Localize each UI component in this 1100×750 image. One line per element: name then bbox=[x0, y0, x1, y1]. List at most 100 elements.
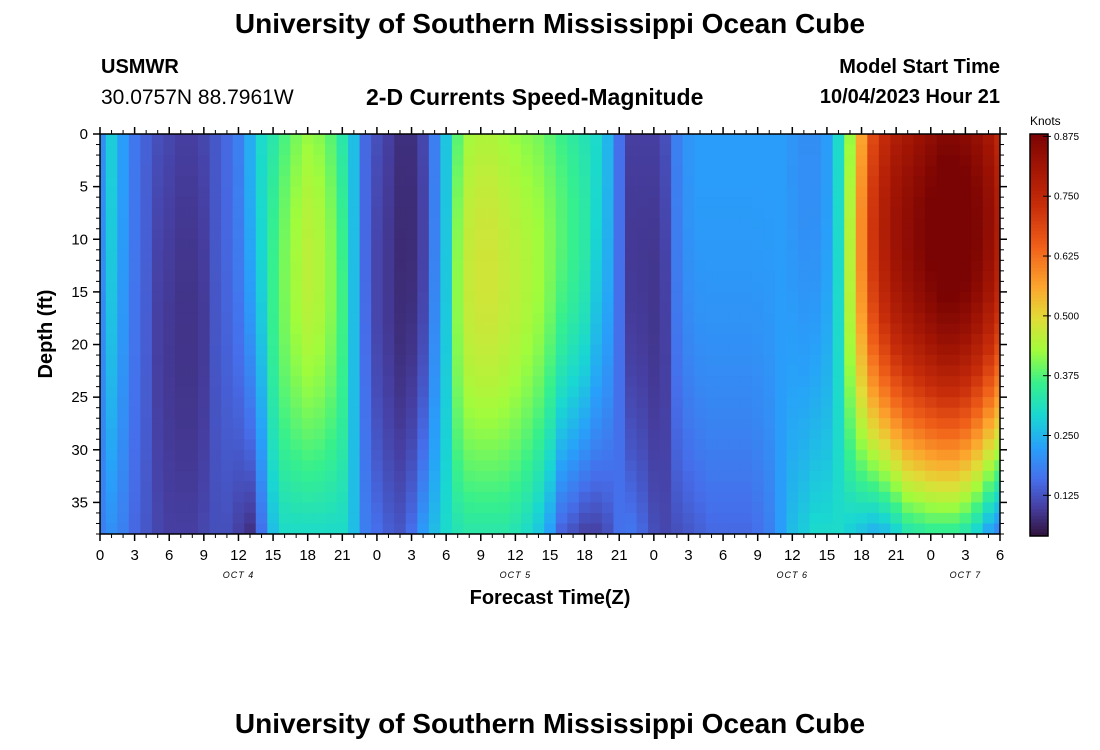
heatmap-cell bbox=[694, 218, 707, 230]
heatmap-cell bbox=[971, 197, 984, 209]
heatmap-cell bbox=[901, 376, 914, 388]
colorbar-segment bbox=[1030, 261, 1048, 266]
colorbar-segment bbox=[1030, 398, 1048, 403]
heatmap-cell bbox=[544, 312, 557, 324]
heatmap-cell bbox=[798, 281, 811, 293]
heatmap-cell bbox=[509, 397, 522, 409]
heatmap-cell bbox=[428, 512, 441, 524]
heatmap-cell bbox=[128, 155, 141, 166]
colorbar-segment bbox=[1030, 311, 1048, 316]
colorbar-segment bbox=[1030, 512, 1048, 517]
heatmap-cell bbox=[463, 523, 476, 535]
heatmap-cell bbox=[705, 397, 718, 409]
colorbar-segment bbox=[1030, 408, 1048, 413]
colorbar-segment bbox=[1030, 405, 1048, 410]
heatmap-cell bbox=[844, 312, 857, 324]
station-id: USMWR bbox=[101, 56, 179, 78]
heatmap-cell bbox=[786, 260, 799, 272]
colorbar-tick-label: 0.750 bbox=[1054, 192, 1079, 203]
heatmap-cell bbox=[601, 207, 614, 219]
heatmap-cell bbox=[717, 376, 730, 388]
heatmap-cell bbox=[682, 491, 695, 503]
heatmap-cell bbox=[117, 386, 130, 398]
heatmap-cell bbox=[221, 165, 234, 177]
heatmap-cell bbox=[763, 470, 776, 482]
heatmap-cell bbox=[151, 365, 164, 377]
heatmap-cell bbox=[532, 197, 545, 209]
heatmap-cell bbox=[613, 418, 626, 430]
colorbar-segment bbox=[1030, 271, 1048, 276]
heatmap-cell bbox=[901, 502, 914, 514]
heatmap-cell bbox=[348, 281, 361, 293]
heatmap-cell bbox=[832, 439, 845, 451]
heatmap-cell bbox=[913, 334, 926, 345]
heatmap-cell bbox=[140, 344, 153, 356]
heatmap-cell bbox=[809, 428, 822, 440]
heatmap-cell bbox=[359, 512, 372, 524]
heatmap-cell bbox=[198, 218, 211, 230]
heatmap-cell bbox=[244, 176, 257, 188]
heatmap-cell bbox=[475, 176, 487, 188]
heatmap-cell bbox=[348, 291, 361, 303]
heatmap-cell bbox=[567, 260, 580, 272]
heatmap-cell bbox=[994, 144, 1001, 156]
heatmap-cell bbox=[671, 397, 684, 409]
heatmap-cell bbox=[544, 260, 557, 272]
heatmap-cell bbox=[186, 334, 199, 345]
heatmap-cell bbox=[786, 407, 799, 419]
heatmap-cell bbox=[198, 449, 211, 461]
heatmap-cell bbox=[809, 439, 822, 451]
y-tick-label: 5 bbox=[80, 179, 88, 196]
heatmap-cell bbox=[463, 502, 476, 514]
heatmap-cell bbox=[775, 155, 787, 166]
heatmap-cell bbox=[105, 218, 118, 230]
heatmap-cell bbox=[475, 281, 487, 293]
heatmap-cell bbox=[151, 228, 164, 240]
heatmap-cell bbox=[140, 376, 153, 388]
heatmap-cell bbox=[717, 439, 730, 451]
heatmap-cell bbox=[913, 197, 926, 209]
heatmap-cell bbox=[475, 249, 487, 261]
heatmap-cell bbox=[313, 386, 326, 398]
heatmap-cell bbox=[278, 281, 291, 293]
heatmap-cell bbox=[625, 407, 637, 419]
heatmap-cell bbox=[728, 323, 741, 335]
heatmap-cell bbox=[901, 176, 914, 188]
heatmap-cell bbox=[901, 418, 914, 430]
heatmap-cell bbox=[463, 281, 476, 293]
heatmap-cell bbox=[267, 155, 280, 166]
heatmap-cell bbox=[948, 155, 961, 166]
heatmap-cell bbox=[625, 281, 637, 293]
heatmap-cell bbox=[359, 407, 372, 419]
heatmap-cell bbox=[555, 207, 568, 219]
heatmap-cell bbox=[878, 291, 891, 303]
heatmap-cell bbox=[175, 428, 187, 440]
heatmap-cell bbox=[417, 344, 430, 356]
heatmap-cell bbox=[290, 502, 303, 514]
heatmap-cell bbox=[325, 428, 337, 440]
heatmap-cell bbox=[394, 428, 407, 440]
heatmap-cell bbox=[325, 270, 337, 282]
heatmap-cell bbox=[267, 144, 280, 156]
heatmap-cell bbox=[325, 155, 337, 166]
heatmap-cell bbox=[348, 186, 361, 198]
heatmap-cell bbox=[798, 512, 811, 524]
heatmap-cell bbox=[198, 491, 211, 503]
colorbar-tick-label: 0.250 bbox=[1054, 431, 1079, 442]
heatmap-cell bbox=[463, 481, 476, 493]
heatmap-cell bbox=[336, 439, 349, 451]
heatmap-cell bbox=[509, 502, 522, 514]
heatmap-cell bbox=[221, 228, 234, 240]
heatmap-cell bbox=[244, 239, 257, 251]
heatmap-cell bbox=[671, 281, 684, 293]
heatmap-cell bbox=[463, 344, 476, 356]
heatmap-cell bbox=[625, 512, 637, 524]
heatmap-cell bbox=[821, 312, 834, 324]
heatmap-cell bbox=[625, 165, 637, 177]
heatmap-cell bbox=[567, 470, 580, 482]
heatmap-cell bbox=[198, 207, 211, 219]
heatmap-cell bbox=[325, 439, 337, 451]
heatmap-cell bbox=[117, 260, 130, 272]
heatmap-cell bbox=[100, 260, 107, 272]
heatmap-cell bbox=[855, 144, 868, 156]
